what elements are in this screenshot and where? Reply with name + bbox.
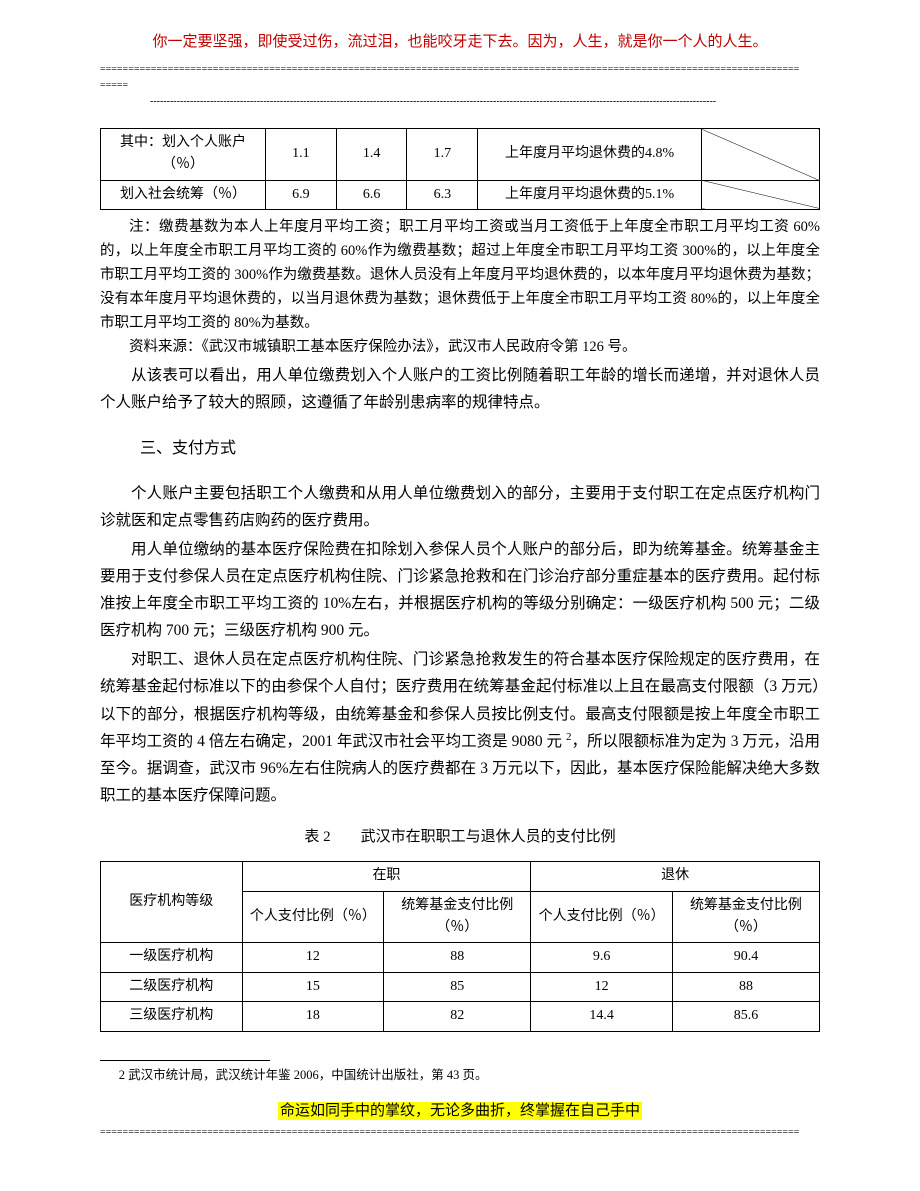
paragraph: 从该表可以看出，用人单位缴费划入个人账户的工资比例随着职工年龄的增长而递增，并对… (100, 362, 820, 416)
paragraph: 用人单位缴纳的基本医疗保险费在扣除划入参保人员个人账户的部分后，即为统筹基金。统… (100, 536, 820, 645)
contribution-table: 其中：划入个人账户（％） 1.1 1.4 1.7 上年度月平均退休费的4.8% … (100, 128, 820, 210)
footnote: 2 武汉市统计局，武汉统计年鉴 2006，中国统计出版社，第 43 页。 (100, 1065, 820, 1085)
cell: 12 (531, 972, 673, 1001)
col-group-head: 退休 (531, 862, 820, 891)
cell: 6.6 (336, 180, 407, 209)
table-head-row: 医疗机构等级 在职 退休 (101, 862, 820, 891)
table2-caption: 表 2 武汉市在职职工与退休人员的支付比例 (100, 825, 820, 849)
cell: 82 (384, 1002, 531, 1031)
cell: 1.1 (266, 129, 337, 181)
cell: 85 (384, 972, 531, 1001)
footer-motto: 命运如同手中的掌纹，无论多曲折，终掌握在自己手中 (100, 1099, 820, 1123)
decor-dashes: ----------------------------------------… (100, 94, 820, 110)
col-head: 统筹基金支付比例（％） (672, 891, 819, 943)
footnote-separator (100, 1060, 270, 1061)
footer-motto-text: 命运如同手中的掌纹，无论多曲折，终掌握在自己手中 (278, 1102, 642, 1120)
cell: 88 (384, 943, 531, 972)
header-motto: 你一定要坚强，即使受过伤，流过泪，也能咬牙走下去。因为，人生，就是你一个人的人生… (100, 30, 820, 54)
table-row: 其中：划入个人账户（％） 1.1 1.4 1.7 上年度月平均退休费的4.8% (101, 129, 820, 181)
col-group-head: 在职 (242, 862, 531, 891)
cell: 88 (672, 972, 819, 1001)
note-line: 注：缴费基数为本人上年度月平均工资；职工月平均工资或当月工资低于上年度全市职工月… (100, 216, 820, 336)
payment-ratio-table: 医疗机构等级 在职 退休 个人支付比例（％） 统筹基金支付比例（％） 个人支付比… (100, 861, 820, 1031)
cell: 6.9 (266, 180, 337, 209)
cell: 6.3 (407, 180, 478, 209)
decor-equals-top2: ===== (100, 78, 150, 94)
cell: 14.4 (531, 1002, 673, 1031)
decor-equals-top: ========================================… (100, 62, 820, 78)
row-label: 三级医疗机构 (101, 1002, 243, 1031)
cell: 上年度月平均退休费的4.8% (478, 129, 702, 181)
row-label: 二级医疗机构 (101, 972, 243, 1001)
cell: 85.6 (672, 1002, 819, 1031)
col-head: 个人支付比例（％） (242, 891, 384, 943)
col-head: 统筹基金支付比例（％） (384, 891, 531, 943)
table-row: 二级医疗机构 15 85 12 88 (101, 972, 820, 1001)
cell: 15 (242, 972, 384, 1001)
cell: 1.4 (336, 129, 407, 181)
cell: 12 (242, 943, 384, 972)
col-head: 医疗机构等级 (101, 862, 243, 943)
col-head: 个人支付比例（％） (531, 891, 673, 943)
row-label: 一级医疗机构 (101, 943, 243, 972)
cell: 1.7 (407, 129, 478, 181)
table-note: 注：缴费基数为本人上年度月平均工资；职工月平均工资或当月工资低于上年度全市职工月… (100, 216, 820, 360)
diagonal-cell (702, 180, 820, 209)
table-row: 划入社会统筹（％） 6.9 6.6 6.3 上年度月平均退休费的5.1% (101, 180, 820, 209)
row-label: 划入社会统筹（％） (101, 180, 266, 209)
table-row: 一级医疗机构 12 88 9.6 90.4 (101, 943, 820, 972)
note-source: 资料来源：《武汉市城镇职工基本医疗保险办法》，武汉市人民政府令第 126 号。 (100, 336, 820, 360)
section-heading: 三、支付方式 (100, 436, 820, 462)
decor-equals-bottom: ========================================… (100, 1125, 820, 1141)
cell: 9.6 (531, 943, 673, 972)
paragraph: 对职工、退休人员在定点医疗机构住院、门诊紧急抢救发生的符合基本医疗保险规定的医疗… (100, 646, 820, 809)
diagonal-cell (702, 129, 820, 181)
cell: 90.4 (672, 943, 819, 972)
cell: 18 (242, 1002, 384, 1031)
row-label: 其中：划入个人账户（％） (101, 129, 266, 181)
table-row: 三级医疗机构 18 82 14.4 85.6 (101, 1002, 820, 1031)
paragraph: 个人账户主要包括职工个人缴费和从用人单位缴费划入的部分，主要用于支付职工在定点医… (100, 480, 820, 534)
cell: 上年度月平均退休费的5.1% (478, 180, 702, 209)
